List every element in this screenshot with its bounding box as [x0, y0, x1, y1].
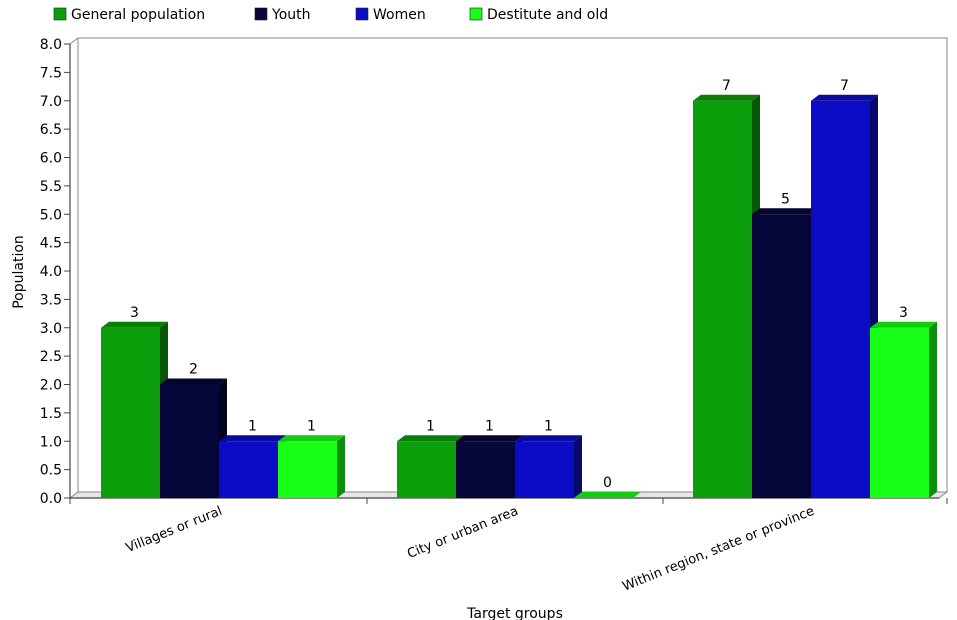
- bar-top: [693, 94, 760, 101]
- y-tick-label: 8.0: [40, 37, 62, 53]
- x-category-label: Villages or rural: [124, 504, 225, 556]
- y-tick-label: 1.5: [40, 406, 62, 422]
- bar: [397, 435, 464, 498]
- bar: [219, 435, 286, 498]
- bar-top: [574, 492, 641, 498]
- bar: [160, 378, 227, 498]
- bar-top: [278, 435, 345, 442]
- x-axis: Villages or rural City or urban area Withi…: [69, 498, 948, 595]
- bar: [278, 435, 345, 498]
- y-tick-label: 4.5: [40, 236, 62, 252]
- x-category-label: Within region, state or province: [621, 504, 817, 595]
- bars: 3 2 1 1 1 1 1 0 7 5 7 3: [101, 78, 937, 498]
- bar: [574, 492, 641, 498]
- bar: [101, 321, 168, 498]
- x-axis-title: Target groups: [466, 606, 563, 620]
- y-tick-label: 1.0: [40, 434, 62, 450]
- legend-item: Destitute and old: [469, 7, 608, 23]
- legend-swatch: [53, 7, 67, 21]
- y-tick-label: 6.0: [40, 151, 62, 167]
- legend-item: General population: [53, 7, 205, 23]
- legend-swatch: [469, 7, 483, 21]
- legend-item: Youth: [254, 7, 311, 23]
- y-tick-label: 3.0: [40, 321, 62, 337]
- bar: [752, 208, 819, 498]
- y-tick-label: 4.0: [40, 264, 62, 280]
- data-label: 1: [485, 418, 494, 434]
- bar-side: [337, 435, 345, 498]
- bar-front: [870, 327, 929, 498]
- bar-top: [515, 435, 582, 442]
- bar-top: [219, 435, 286, 442]
- bar-front: [515, 441, 574, 498]
- bar-front: [456, 441, 515, 498]
- bar-top: [101, 321, 168, 328]
- bar-front: [811, 100, 870, 498]
- legend-label: General population: [71, 7, 205, 23]
- bar-top: [397, 435, 464, 442]
- bar-front: [693, 100, 752, 498]
- y-tick-label: 6.5: [40, 122, 62, 138]
- y-tick-label: 5.0: [40, 207, 62, 223]
- bar-front: [397, 441, 456, 498]
- bar: [693, 94, 760, 498]
- data-label: 3: [130, 305, 139, 321]
- data-label: 1: [307, 418, 316, 434]
- data-label: 1: [544, 418, 553, 434]
- bar-side: [574, 435, 582, 498]
- data-label: 0: [603, 475, 612, 491]
- y-axis: 0.0 0.5 1.0 1.5 2.0 2.5 3.0 3.5 4.0 4.5 5.0 5.5 6.0 6…: [40, 37, 70, 507]
- y-tick-label: 3.5: [40, 292, 62, 308]
- bar-front: [101, 327, 160, 498]
- data-label: 3: [899, 305, 908, 321]
- data-label: 7: [722, 78, 731, 94]
- bar-front: [219, 441, 278, 498]
- bar-top: [456, 435, 523, 442]
- x-category-label: City or urban area: [405, 504, 520, 562]
- y-tick-label: 7.5: [40, 65, 62, 81]
- y-tick-label: 5.5: [40, 179, 62, 195]
- y-tick-label: 0.0: [40, 491, 62, 507]
- data-label: 7: [840, 78, 849, 94]
- data-label: 2: [189, 362, 198, 378]
- legend-label: Women: [373, 7, 426, 23]
- bar-front: [752, 214, 811, 498]
- y-tick-label: 0.5: [40, 463, 62, 479]
- legend-label: Youth: [271, 7, 311, 23]
- y-axis-title: Population: [11, 235, 27, 309]
- bar: [515, 435, 582, 498]
- y-tick-label: 2.5: [40, 349, 62, 365]
- legend-swatch: [254, 7, 268, 21]
- legend: General population Youth Women Destitute an…: [53, 7, 608, 23]
- bar: [870, 321, 937, 498]
- legend-swatch: [355, 7, 369, 21]
- bar-top: [160, 378, 227, 385]
- y-tick-label: 2.0: [40, 378, 62, 394]
- bar-front: [278, 441, 337, 498]
- bar-top: [811, 94, 878, 101]
- legend-item: Women: [355, 7, 426, 23]
- bar: [811, 94, 878, 498]
- bar: [456, 435, 523, 498]
- bar-side: [929, 321, 937, 498]
- data-label: 1: [248, 418, 257, 434]
- bar-top: [870, 321, 937, 328]
- bar-front: [160, 384, 219, 498]
- data-label: 1: [426, 418, 435, 434]
- data-label: 5: [781, 191, 790, 207]
- y-tick-label: 7.0: [40, 94, 62, 110]
- bar-top: [752, 208, 819, 215]
- legend-label: Destitute and old: [487, 7, 608, 23]
